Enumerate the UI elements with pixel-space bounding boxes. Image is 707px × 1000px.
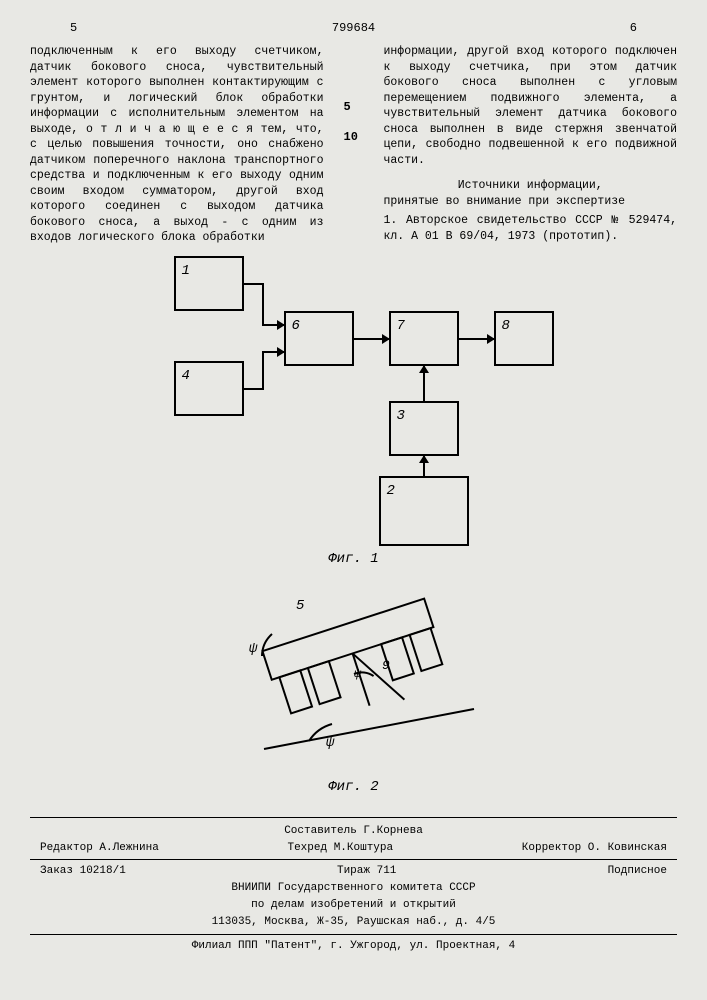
block-8: 8 bbox=[494, 311, 554, 366]
psi-left: ψ bbox=[249, 641, 258, 657]
line-num-5: 5 bbox=[344, 99, 364, 115]
arrow-2-3 bbox=[423, 456, 425, 476]
ground-line bbox=[264, 709, 474, 749]
line-numbers: 5 10 bbox=[344, 44, 364, 246]
tirazh: Тираж 711 bbox=[337, 864, 396, 879]
order: Заказ 10218/1 bbox=[40, 864, 126, 879]
podpisnoe: Подписное bbox=[608, 864, 667, 879]
techred: Техред М.Коштура bbox=[287, 841, 393, 856]
block-6: 6 bbox=[284, 311, 354, 366]
figure-2: ψ ψ ψ 5 9 bbox=[214, 574, 494, 774]
label-5: 5 bbox=[296, 598, 305, 614]
footer: Составитель Г.Корнева Редактор А.Лежнина… bbox=[30, 817, 677, 954]
figure-1: 1 4 6 7 8 3 2 Фиг. 1 bbox=[154, 256, 554, 569]
patent-number: 799684 bbox=[332, 20, 375, 36]
sources-title: Источники информации, bbox=[384, 178, 678, 194]
compiler: Составитель Г.Корнева bbox=[30, 824, 677, 839]
corrector: Корректор О. Ковинская bbox=[522, 841, 667, 856]
page-num-right: 6 bbox=[630, 20, 637, 36]
block-3: 3 bbox=[389, 401, 459, 456]
block-1: 1 bbox=[174, 256, 244, 311]
arrow-3-7 bbox=[423, 366, 425, 401]
arrow-4-6 bbox=[262, 351, 284, 353]
wheel-right-rear bbox=[409, 628, 442, 671]
conn-4-6-v bbox=[262, 351, 264, 390]
fig1-label: Фиг. 1 bbox=[154, 550, 554, 569]
column-left: подключенным к его выходу счетчиком, дат… bbox=[30, 44, 324, 246]
line-num-10: 10 bbox=[344, 129, 364, 145]
sources-sub: принятые во внимание при экспертизе bbox=[384, 194, 678, 210]
tractor-body bbox=[262, 598, 433, 679]
conn-1-6-v bbox=[262, 283, 264, 326]
org1: ВНИИПИ Государственного комитета СССР bbox=[30, 881, 677, 896]
arrow-7-8 bbox=[459, 338, 494, 340]
addr: 113035, Москва, Ж-35, Раушская наб., д. … bbox=[30, 915, 677, 930]
page-header: 5 799684 6 bbox=[30, 20, 677, 36]
conn-1-6-h bbox=[244, 283, 264, 285]
filial: Филиал ППП "Патент", г. Ужгород, ул. Про… bbox=[30, 939, 677, 954]
wheel-left-rear bbox=[307, 661, 340, 704]
reference-1: 1. Авторское свидетельство СССР № 529474… bbox=[384, 213, 678, 244]
editor: Редактор А.Лежнина bbox=[40, 841, 159, 856]
org2: по делам изобретений и открытий bbox=[30, 898, 677, 913]
arrow-1-6 bbox=[262, 324, 284, 326]
column-right: информации, другой вход которого под­клю… bbox=[384, 44, 678, 246]
block-7: 7 bbox=[389, 311, 459, 366]
block-2: 2 bbox=[379, 476, 469, 546]
block-4: 4 bbox=[174, 361, 244, 416]
conn-4-6-h bbox=[244, 388, 264, 390]
psi-inner: ψ bbox=[354, 667, 362, 681]
col2-para1: информации, другой вход которого под­клю… bbox=[384, 44, 678, 168]
fig2-label: Фиг. 2 bbox=[30, 778, 677, 797]
text-columns: подключенным к его выходу счетчиком, дат… bbox=[30, 44, 677, 246]
label-9: 9 bbox=[382, 658, 390, 673]
page-num-left: 5 bbox=[70, 20, 77, 36]
psi-ground: ψ bbox=[326, 735, 335, 751]
block-diagram: 1 4 6 7 8 3 2 bbox=[154, 256, 554, 546]
arrow-6-7 bbox=[354, 338, 389, 340]
wheel-left-front bbox=[279, 670, 312, 713]
